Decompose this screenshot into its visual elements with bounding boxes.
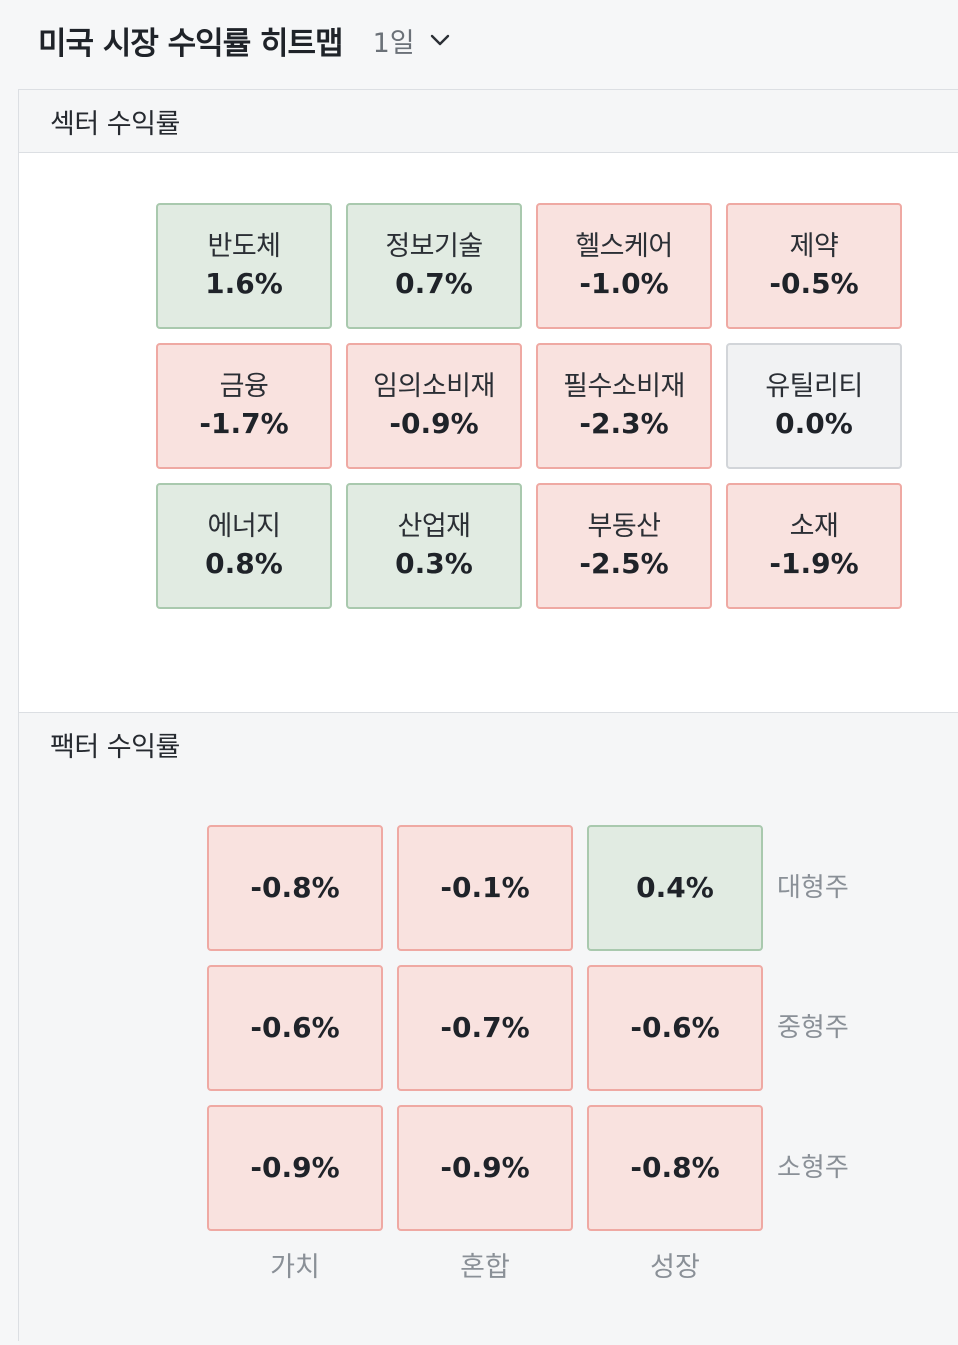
row-label-small-cap: 소형주 <box>777 1153 849 1183</box>
sector-tile[interactable]: 유틸리티 0.0% <box>726 343 902 469</box>
col-label-growth: 성장 <box>650 1252 700 1283</box>
factor-return: -0.8% <box>250 871 340 904</box>
sector-name: 부동산 <box>587 511 661 542</box>
sector-section-title: 섹터 수익률 <box>50 108 180 140</box>
factor-section-header: 팩터 수익률 <box>19 712 958 776</box>
sector-tile[interactable]: 헬스케어 -1.0% <box>536 203 712 329</box>
factor-section-title: 팩터 수익률 <box>50 731 180 763</box>
row-label-large-cap: 대형주 <box>777 873 849 903</box>
sector-return: 1.6% <box>205 267 283 300</box>
sector-name: 유틸리티 <box>765 371 863 402</box>
sector-name: 소재 <box>789 511 839 542</box>
factor-cell[interactable]: -0.8% <box>207 825 383 951</box>
sector-return: 0.8% <box>205 547 283 580</box>
factor-cell[interactable]: -0.9% <box>207 1105 383 1231</box>
sector-tile[interactable]: 소재 -1.9% <box>726 483 902 609</box>
row-label-mid-cap: 중형주 <box>777 1013 849 1043</box>
sector-name: 임의소비재 <box>373 371 495 402</box>
sector-return: -1.9% <box>769 547 859 580</box>
page-title: 미국 시장 수익률 히트맵 <box>38 25 344 62</box>
sector-tile[interactable]: 정보기술 0.7% <box>346 203 522 329</box>
factor-return: -0.1% <box>440 871 530 904</box>
factor-cell[interactable]: 0.4% <box>587 825 763 951</box>
sector-tile[interactable]: 에너지 0.8% <box>156 483 332 609</box>
sector-tile[interactable]: 반도체 1.6% <box>156 203 332 329</box>
period-label: 1일 <box>372 27 415 59</box>
factor-cell[interactable]: -0.6% <box>587 965 763 1091</box>
sector-return: -2.5% <box>579 547 669 580</box>
factor-return: -0.8% <box>630 1151 720 1184</box>
factor-cell[interactable]: -0.6% <box>207 965 383 1091</box>
sector-name: 헬스케어 <box>575 231 673 262</box>
sector-tile[interactable]: 임의소비재 -0.9% <box>346 343 522 469</box>
factor-return: -0.6% <box>250 1011 340 1044</box>
sector-tile[interactable]: 금융 -1.7% <box>156 343 332 469</box>
chevron-down-icon <box>430 34 449 46</box>
factor-cell[interactable]: -0.9% <box>397 1105 573 1231</box>
sector-return: -2.3% <box>579 407 669 440</box>
sector-return: -0.5% <box>769 267 859 300</box>
sector-name: 에너지 <box>207 511 281 542</box>
factor-return: -0.9% <box>250 1151 340 1184</box>
col-label-blend: 혼합 <box>460 1252 510 1283</box>
sector-return: -1.7% <box>199 407 289 440</box>
sector-tile[interactable]: 제약 -0.5% <box>726 203 902 329</box>
factor-return: -0.7% <box>440 1011 530 1044</box>
sector-return: 0.0% <box>775 407 853 440</box>
factor-return: 0.4% <box>636 871 714 904</box>
period-dropdown[interactable]: 1일 <box>373 21 451 60</box>
sector-tile[interactable]: 부동산 -2.5% <box>536 483 712 609</box>
sector-section-header: 섹터 수익률 <box>19 90 958 153</box>
heatmap-panel: 섹터 수익률 반도체 1.6% 정보기술 0.7% 헬스케어 -1.0% 제약 -0.5… <box>18 89 958 1345</box>
col-label-value: 가치 <box>270 1252 320 1283</box>
sector-return: -0.9% <box>389 407 479 440</box>
sector-return: 0.7% <box>395 267 473 300</box>
sector-tile[interactable]: 산업재 0.3% <box>346 483 522 609</box>
sector-return: 0.3% <box>395 547 473 580</box>
factor-return: -0.9% <box>440 1151 530 1184</box>
sector-tile[interactable]: 필수소비재 -2.3% <box>536 343 712 469</box>
page-header: 미국 시장 수익률 히트맵 1일 <box>38 14 451 66</box>
factor-cell[interactable]: -0.7% <box>397 965 573 1091</box>
sector-name: 산업재 <box>397 511 471 542</box>
sector-name: 필수소비재 <box>563 371 685 402</box>
sector-name: 반도체 <box>207 231 281 262</box>
sector-name: 금융 <box>219 371 269 402</box>
sector-name: 제약 <box>789 231 839 262</box>
factor-return: -0.6% <box>630 1011 720 1044</box>
sector-name: 정보기술 <box>385 231 483 262</box>
factor-cell[interactable]: -0.1% <box>397 825 573 951</box>
sector-return: -1.0% <box>579 267 669 300</box>
factor-cell[interactable]: -0.8% <box>587 1105 763 1231</box>
